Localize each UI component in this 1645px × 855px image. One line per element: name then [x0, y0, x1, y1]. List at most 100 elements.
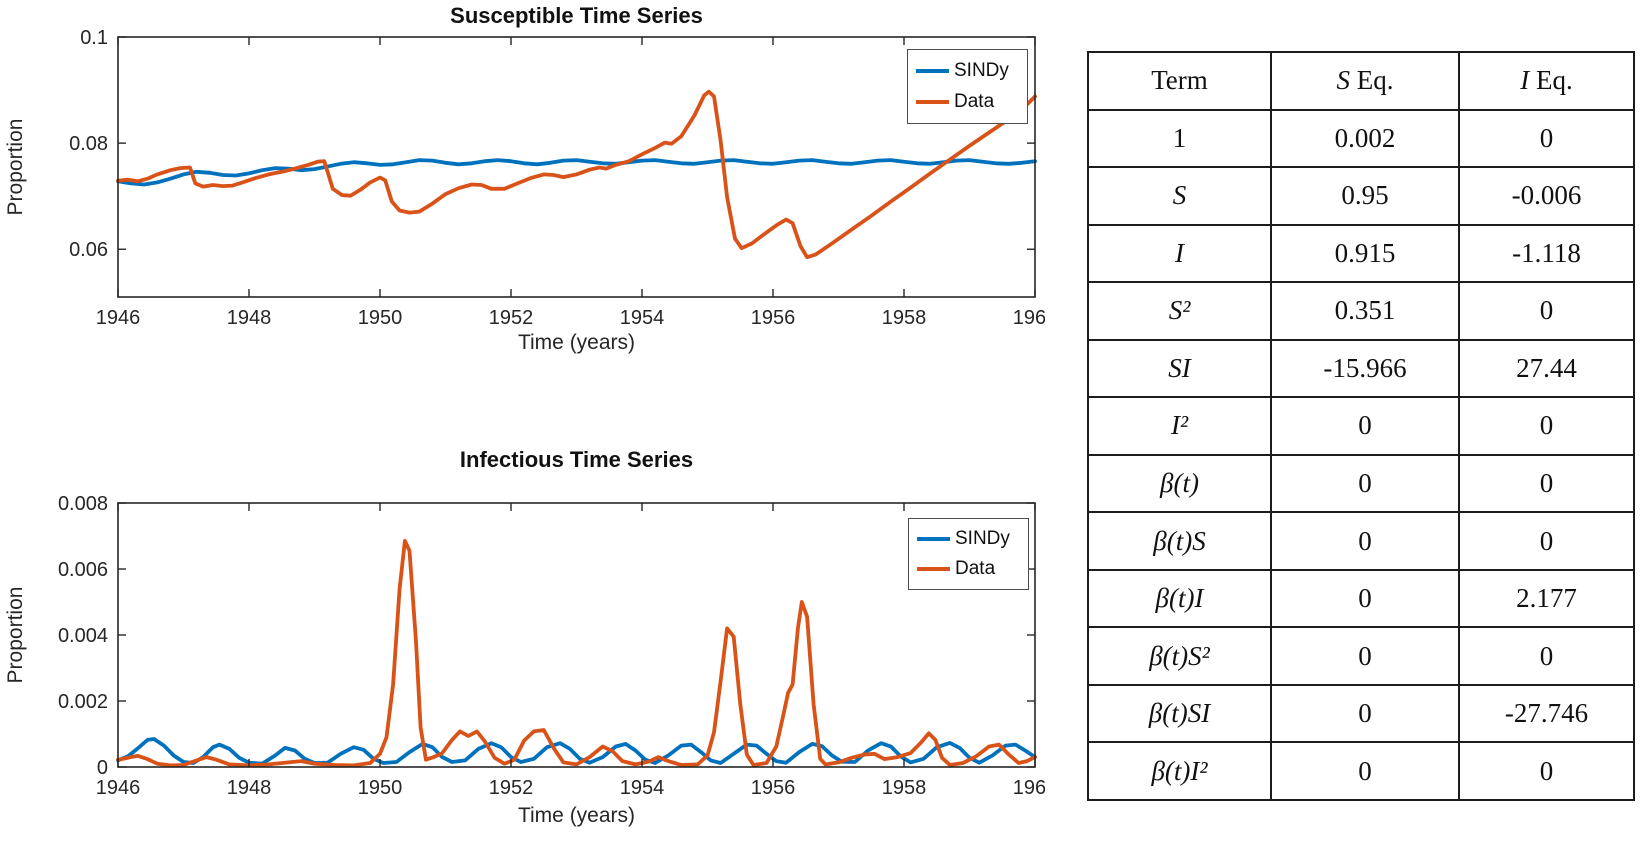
term-cell: S [1087, 166, 1272, 226]
chart-infectious: Infectious Time Series Proportion 1946 19… [0, 420, 1045, 855]
chart-susceptible: Susceptible Time Series Proportion 1946 1… [0, 0, 1045, 410]
table-header-cell: S Eq. [1270, 51, 1460, 111]
coefficient-table-body: Term S Eq. I Eq. 1 0.002 0 S 0.95 -0.006 I 0.915 -1… [1087, 51, 1635, 801]
coef-cell: 0.351 [1270, 281, 1460, 341]
y-tick-label: 0.1 [80, 27, 108, 49]
x-tick-label: 1954 [620, 777, 665, 799]
x-tick-label: 1950 [358, 777, 403, 799]
term-cell: β(t)I [1087, 568, 1272, 629]
y-tick-label: 0.08 [69, 133, 108, 155]
coef-cell: -15.966 [1270, 338, 1460, 399]
term-cell: I [1087, 223, 1272, 284]
table-row: I 0.915 -1.118 [1087, 223, 1635, 284]
table-row: 1 0.002 0 [1087, 108, 1635, 169]
coef-cell: 0.95 [1270, 166, 1460, 226]
x-tick-label: 1956 [751, 777, 796, 799]
legend: SINDy Data [907, 49, 1028, 124]
term-cell: β(t)I² [1087, 741, 1272, 801]
table-row: β(t)S 0 0 [1087, 511, 1635, 571]
plot-box [117, 502, 1036, 768]
legend-line-data [917, 567, 950, 572]
table-row: β(t) 0 0 [1087, 453, 1635, 514]
coef-cell: 0 [1270, 453, 1460, 514]
table-row: S 0.95 -0.006 [1087, 166, 1635, 226]
y-tick-label: 0.006 [58, 559, 108, 581]
coef-cell: -0.006 [1458, 166, 1635, 226]
coef-cell: 0 [1458, 281, 1635, 341]
term-cell: SI [1087, 338, 1272, 399]
x-tick-label: 1946 [96, 777, 141, 799]
term-cell: β(t)S [1087, 511, 1272, 571]
term-cell: 1 [1087, 108, 1272, 169]
legend-entry: SINDy [916, 56, 1027, 86]
legend-entry: Data [916, 87, 1027, 117]
y-tick-label: 0 [97, 757, 108, 779]
x-axis-label: Time (years) [517, 804, 636, 827]
coef-cell: -27.746 [1458, 683, 1635, 744]
table-header-row: Term S Eq. I Eq. [1087, 51, 1635, 111]
term-cell: β(t)SI [1087, 683, 1272, 744]
table-row: I² 0 0 [1087, 396, 1635, 456]
legend-label-sindy: SINDy [955, 527, 1010, 549]
coefficient-table: Term S Eq. I Eq. 1 0.002 0 S 0.95 -0.006 I 0.915 -1… [1087, 51, 1635, 801]
x-tick-label: 1956 [751, 307, 796, 329]
x-tick-label: 1948 [227, 307, 272, 329]
legend-line-data [916, 100, 949, 105]
series-line-data [116, 539, 1037, 768]
coef-cell: 0 [1458, 626, 1635, 686]
series-line-data [116, 89, 1037, 260]
legend-label-sindy: SINDy [954, 59, 1009, 81]
x-tick-label: 1946 [96, 307, 141, 329]
y-tick-label: 0.002 [58, 691, 108, 713]
series-line-sindy [116, 158, 1037, 187]
x-tick-label: 1950 [358, 307, 403, 329]
coef-cell: 0 [1270, 568, 1460, 629]
term-cell: β(t) [1087, 453, 1272, 514]
coef-cell: 0.915 [1270, 223, 1460, 284]
legend-label-data: Data [954, 91, 995, 113]
table-header-cell: Term [1087, 51, 1272, 111]
coef-cell: 0 [1270, 511, 1460, 571]
table-row: β(t)I 0 2.177 [1087, 568, 1635, 629]
x-axis-label: Time (years) [517, 331, 636, 354]
y-tick-label: 0.008 [58, 493, 108, 515]
x-tick-label: 1952 [489, 777, 534, 799]
term-cell: β(t)S² [1087, 626, 1272, 686]
table-row: S² 0.351 0 [1087, 281, 1635, 341]
plot-box [117, 36, 1036, 298]
coef-cell: 0 [1458, 741, 1635, 801]
coef-cell: 27.44 [1458, 338, 1635, 399]
chart-title-susceptible: Susceptible Time Series [450, 3, 703, 28]
x-tick-label: 1958 [882, 777, 927, 799]
x-tick-label: 1952 [489, 307, 534, 329]
coef-cell: 0 [1458, 453, 1635, 514]
coef-cell: 0 [1270, 683, 1460, 744]
term-cell: S² [1087, 281, 1272, 341]
coef-cell: 0 [1458, 396, 1635, 456]
legend: SINDy Data [908, 518, 1029, 590]
coef-cell: 0.002 [1270, 108, 1460, 169]
legend-line-sindy [916, 68, 949, 73]
legend-label-data: Data [955, 558, 996, 580]
chart-title-infectious: Infectious Time Series [459, 447, 694, 472]
coef-cell: 0 [1270, 741, 1460, 801]
table-row: SI -15.966 27.44 [1087, 338, 1635, 399]
coef-cell: -1.118 [1458, 223, 1635, 284]
coef-cell: 0 [1458, 511, 1635, 571]
table-row: β(t)SI 0 -27.746 [1087, 683, 1635, 744]
coef-cell: 0 [1458, 108, 1635, 169]
term-cell: I² [1087, 396, 1272, 456]
legend-entry: SINDy [917, 524, 1028, 554]
legend-entry: Data [917, 554, 1028, 584]
series-line-sindy [116, 737, 1037, 766]
legend-line-sindy [917, 536, 950, 541]
coefficient-table-wrap: Term S Eq. I Eq. 1 0.002 0 S 0.95 -0.006 I 0.915 -1… [1087, 51, 1635, 801]
y-tick-label: 0.004 [58, 625, 108, 647]
y-tick-label: 0.06 [69, 239, 108, 261]
coef-cell: 2.177 [1458, 568, 1635, 629]
